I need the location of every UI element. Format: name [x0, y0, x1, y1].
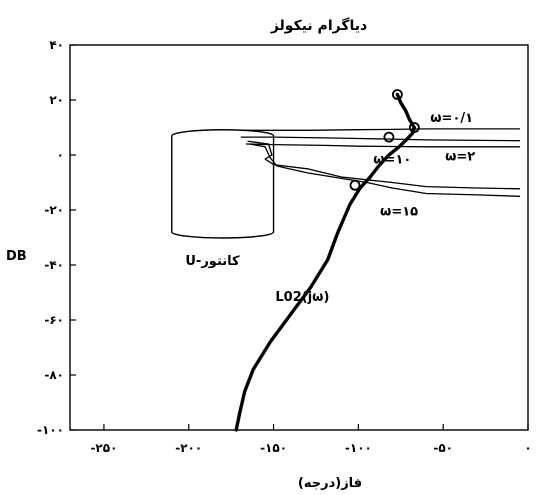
series-line-bound-3: [245, 143, 521, 148]
plot-frame: [69, 44, 529, 431]
annotation-label: L02(jω): [275, 290, 329, 305]
y-tick-label: -۸۰: [44, 368, 64, 382]
annotation-label: ω=۱۰: [373, 152, 411, 167]
y-tick-label: -۴۰: [44, 258, 64, 272]
u-contour-shape: [171, 129, 275, 239]
frequency-marker: [391, 89, 403, 100]
y-tick-label: ۴۰: [49, 38, 64, 52]
series-line-bound-4: [247, 140, 521, 190]
y-tick-label: -۱۰۰: [37, 423, 64, 437]
x-tick-label: -۵۰: [433, 441, 453, 455]
annotations: ω=۰/۱ ω=۲ ω=۱۰ ω=۱۵ U-کانتور L02(jω): [185, 111, 475, 305]
x-tick-label: ۰: [524, 441, 531, 455]
series-line-bound-1: [244, 128, 521, 131]
frequency-marker: [349, 179, 361, 191]
x-tick-label: -۱۰۰: [345, 441, 372, 455]
y-tick-label: -۲۰: [44, 203, 64, 217]
u-contour: [171, 129, 275, 239]
frequency-markers: [349, 89, 420, 191]
axis-ticks: -۲۵۰ -۲۰۰ -۱۵۰ -۱۰۰ -۵۰ ۰ ۴۰ ۲۰ ۰ -۲۰ -۴۰ -۶۰ -۸۰ -۱۰…: [37, 38, 532, 455]
x-tick-label: -۱۵۰: [260, 441, 287, 455]
frequency-marker: [408, 122, 420, 133]
chart-title: دیاگرام نیکولز: [270, 17, 367, 34]
x-axis-label: فاز(درجه): [298, 476, 362, 491]
annotation-label: ω=۱۵: [380, 205, 418, 220]
x-tick-label: -۲۵۰: [90, 441, 117, 455]
y-tick-label: ۰: [57, 148, 64, 162]
y-tick-label: ۲۰: [49, 93, 64, 107]
x-tick-label: -۲۰۰: [175, 441, 202, 455]
series-line-bound-2: [240, 136, 521, 142]
series-line-bound-5: [249, 143, 521, 197]
frequency-marker: [383, 131, 395, 143]
annotation-label: ω=۲: [445, 150, 475, 165]
annotation-label: U-کانتور: [185, 254, 240, 269]
y-tick-label: -۶۰: [44, 313, 64, 327]
annotation-label: ω=۰/۱: [430, 111, 473, 126]
y-axis-label: DB: [6, 249, 27, 264]
